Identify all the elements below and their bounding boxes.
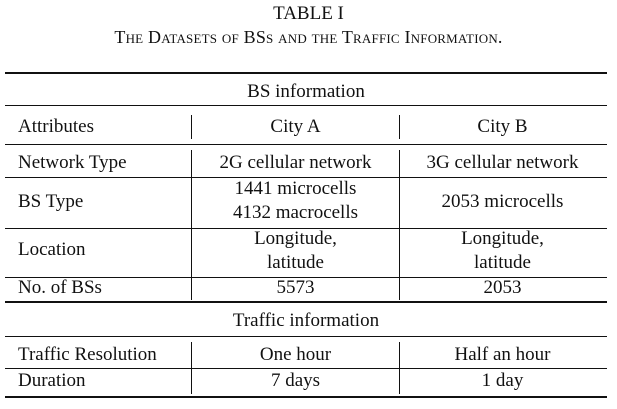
header-attributes: Attributes [18,116,94,137]
attr-duration: Duration [18,370,86,391]
section-rule [5,336,607,337]
column-separator [399,150,400,300]
attr-network-type: Network Type [18,152,127,173]
header-rule [5,144,607,145]
table-title: The Datasets of BSs and the Traffic Info… [114,27,503,47]
header-city-b: City B [477,116,528,137]
city-b-network-type: 3G cellular network [426,152,579,173]
header-city-a: City A [270,116,321,137]
section-bs-information: BS information [247,81,365,102]
column-separator [191,115,192,139]
city-a-bs-type-line1: 1441 microcells [234,178,357,199]
city-b-traffic-resolution: Half an hour [454,344,551,365]
city-a-traffic-resolution: One hour [259,344,332,365]
table-label: TABLE I [273,3,344,24]
city-a-no-of-bss: 5573 [276,277,315,298]
section-traffic-information: Traffic information [232,310,380,331]
column-separator [399,115,400,139]
city-b-location-line2: latitude [474,252,531,273]
attr-bs-type: BS Type [18,191,84,212]
city-a-duration: 7 days [270,370,321,391]
column-separator [191,150,192,300]
city-a-location-line1: Longitude, [254,228,337,249]
city-a-location-line2: latitude [267,252,324,273]
row-rule [5,277,607,278]
city-a-bs-type-line2: 4132 macrocells [232,202,359,223]
row-rule [5,177,607,178]
city-a-network-type: 2G cellular network [219,152,372,173]
attr-traffic-resolution: Traffic Resolution [18,344,157,365]
city-b-bs-type: 2053 microcells [441,191,564,212]
row-rule [5,368,607,369]
city-b-location-line1: Longitude, [461,228,544,249]
attr-no-of-bss: No. of BSs [18,277,102,298]
column-separator [191,342,192,394]
city-b-no-of-bss: 2053 [483,277,522,298]
top-rule [5,72,607,74]
row-rule [5,228,607,229]
city-b-duration: 1 day [481,370,524,391]
attr-location: Location [18,239,86,260]
column-separator [399,342,400,394]
section-rule [5,301,607,303]
section-rule [5,105,607,106]
bottom-rule [5,396,607,398]
